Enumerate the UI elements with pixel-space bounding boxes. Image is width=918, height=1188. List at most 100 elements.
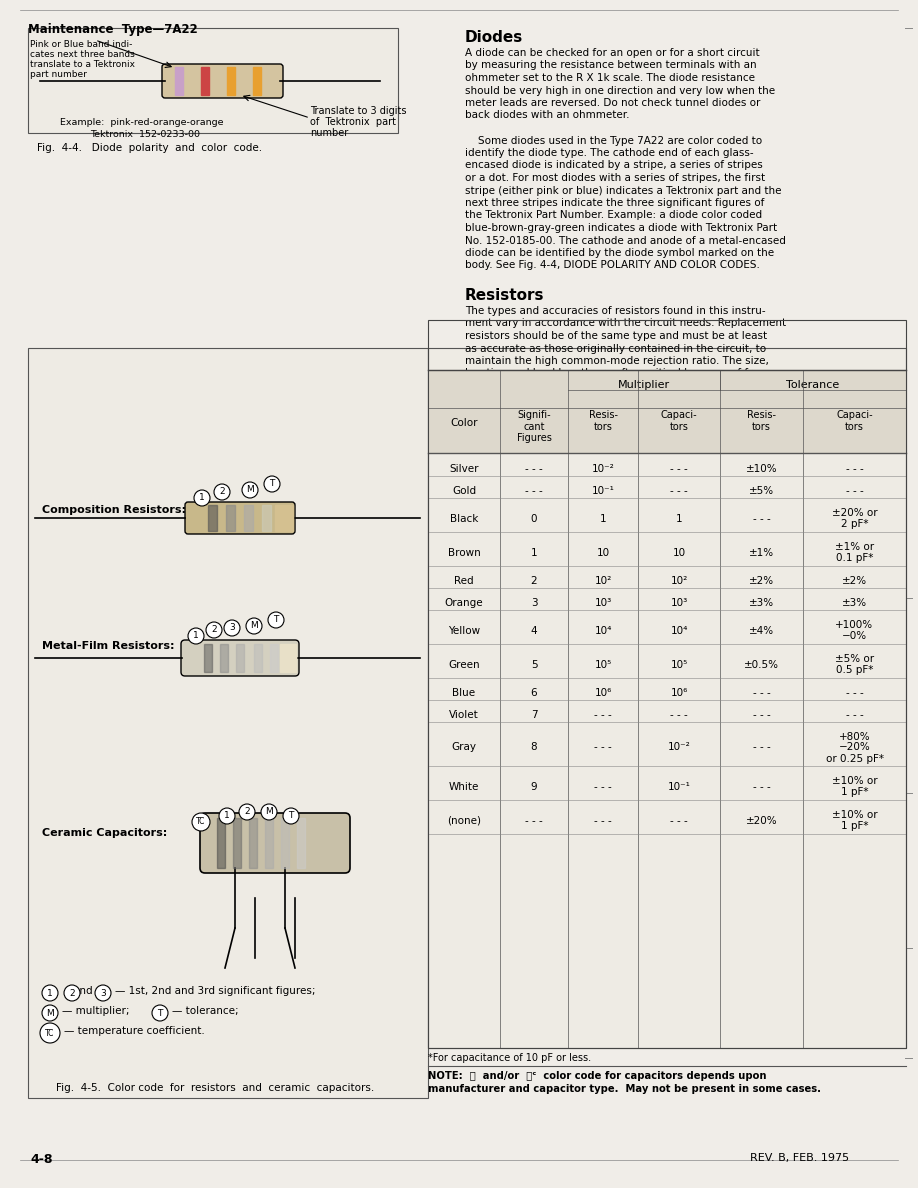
Circle shape (242, 482, 258, 498)
Text: Composition Resistors:: Composition Resistors: (42, 505, 186, 516)
Text: T: T (288, 811, 294, 821)
Text: 10²: 10² (594, 575, 611, 586)
Text: Capaci-
tors: Capaci- tors (836, 410, 873, 431)
Text: ±10% or: ±10% or (832, 810, 878, 820)
Circle shape (64, 985, 80, 1001)
Text: 6: 6 (531, 688, 537, 697)
Bar (265, 819, 273, 868)
Text: — tolerance;: — tolerance; (172, 1006, 239, 1016)
Text: or 0.25 pF*: or 0.25 pF* (825, 753, 883, 764)
Text: - - -: - - - (525, 815, 543, 826)
Text: 3: 3 (230, 624, 235, 632)
Circle shape (188, 628, 204, 644)
Text: Multiplier: Multiplier (618, 380, 670, 390)
Text: manufacturer and capacitor type.  May not be present in some cases.: manufacturer and capacitor type. May not… (428, 1083, 821, 1094)
Text: No. 152-0185-00. The cathode and anode of a metal-encased: No. 152-0185-00. The cathode and anode o… (465, 235, 786, 246)
Text: M: M (246, 486, 254, 494)
Text: ment vary in accordance with the circuit needs. Replacement: ment vary in accordance with the circuit… (465, 318, 786, 329)
Text: 1: 1 (676, 513, 682, 524)
FancyBboxPatch shape (200, 813, 350, 873)
Text: 10⁴: 10⁴ (594, 626, 611, 636)
FancyBboxPatch shape (28, 29, 398, 133)
Text: T: T (274, 615, 279, 625)
Text: encased diode is indicated by a stripe, a series of stripes: encased diode is indicated by a stripe, … (465, 160, 763, 171)
Text: - - -: - - - (670, 463, 688, 474)
Text: quency considerations.: quency considerations. (465, 381, 587, 391)
Text: 10³: 10³ (670, 598, 688, 607)
Text: and: and (73, 986, 93, 996)
Text: Red: Red (454, 575, 474, 586)
Text: −20%: −20% (839, 742, 870, 752)
Text: ±3%: ±3% (749, 598, 774, 607)
Text: ±4%: ±4% (749, 626, 774, 636)
Circle shape (264, 476, 280, 492)
Text: - - -: - - - (670, 815, 688, 826)
Text: - - -: - - - (753, 742, 770, 752)
Bar (217, 819, 225, 868)
Text: ±2%: ±2% (842, 575, 868, 586)
Text: ±3%: ±3% (842, 598, 868, 607)
Text: *For capacitance of 10 pF or less.: *For capacitance of 10 pF or less. (428, 1053, 591, 1063)
Text: 3: 3 (100, 988, 106, 998)
Text: ±1%: ±1% (749, 548, 774, 557)
Text: 2: 2 (69, 988, 74, 998)
Bar (226, 505, 235, 531)
Text: 10⁻¹: 10⁻¹ (591, 486, 614, 495)
Text: - - -: - - - (594, 742, 612, 752)
Bar (233, 819, 241, 868)
Text: — temperature coefficient.: — temperature coefficient. (64, 1026, 205, 1036)
Text: Green: Green (448, 659, 480, 670)
Text: 2: 2 (219, 487, 225, 497)
Text: resistors should be of the same type and must be at least: resistors should be of the same type and… (465, 331, 767, 341)
Text: - - -: - - - (753, 709, 770, 720)
Text: 0.1 pF*: 0.1 pF* (835, 552, 873, 563)
Text: translate to a Tektronix: translate to a Tektronix (30, 61, 135, 69)
Text: 9: 9 (531, 782, 537, 791)
Circle shape (42, 1005, 58, 1020)
Text: White: White (449, 782, 479, 791)
Text: - - -: - - - (594, 815, 612, 826)
Text: — 1st, 2nd and 3rd significant figures;: — 1st, 2nd and 3rd significant figures; (115, 986, 316, 996)
Circle shape (206, 623, 222, 638)
Text: ohmmeter set to the R X 1k scale. The diode resistance: ohmmeter set to the R X 1k scale. The di… (465, 72, 755, 83)
Bar (280, 644, 296, 672)
Text: 5: 5 (531, 659, 537, 670)
Text: 10⁻¹: 10⁻¹ (667, 782, 690, 791)
Circle shape (239, 804, 255, 820)
Text: Fig.  4-5.  Color code  for  resistors  and  ceramic  capacitors.: Fig. 4-5. Color code for resistors and c… (56, 1083, 375, 1093)
Text: 10²: 10² (670, 575, 688, 586)
Text: Diodes: Diodes (465, 30, 523, 45)
Circle shape (246, 618, 262, 634)
Text: Tektronix  152-0233-00: Tektronix 152-0233-00 (90, 129, 200, 139)
Text: 2: 2 (531, 575, 537, 586)
Text: ±0.5%: ±0.5% (744, 659, 779, 670)
Bar (208, 505, 217, 531)
Text: ±5% or: ±5% or (835, 655, 874, 664)
Text: Signifi-
cant
Figures: Signifi- cant Figures (517, 410, 552, 443)
Text: 10⁶: 10⁶ (670, 688, 688, 697)
Circle shape (152, 1005, 168, 1020)
Text: part number: part number (30, 70, 87, 78)
Bar (227, 67, 235, 95)
Text: TC: TC (196, 817, 206, 827)
Text: ±10%: ±10% (745, 463, 778, 474)
Text: 10⁻²: 10⁻² (667, 742, 690, 752)
Text: 0: 0 (531, 513, 537, 524)
Text: Some diodes used in the Type 7A22 are color coded to: Some diodes used in the Type 7A22 are co… (465, 135, 762, 145)
Text: Fig.  4-4.   Diode  polarity  and  color  code.: Fig. 4-4. Diode polarity and color code. (38, 143, 263, 153)
Text: 10³: 10³ (594, 598, 611, 607)
Text: 8: 8 (531, 742, 537, 752)
Bar (254, 644, 262, 672)
Text: - - -: - - - (670, 709, 688, 720)
Text: Silver: Silver (449, 463, 479, 474)
Text: - - -: - - - (753, 688, 770, 697)
Text: Metal-Film Resistors:: Metal-Film Resistors: (42, 642, 174, 651)
Text: M: M (265, 808, 273, 816)
Text: Capaci-
tors: Capaci- tors (661, 410, 698, 431)
Text: Resis-
tors: Resis- tors (588, 410, 618, 431)
Text: Resistor and Capacitor Color Code: Resistor and Capacitor Color Code (532, 369, 801, 384)
Text: 4: 4 (531, 626, 537, 636)
Text: stripe (either pink or blue) indicates a Tektronix part and the: stripe (either pink or blue) indicates a… (465, 185, 781, 196)
Text: +100%: +100% (835, 620, 874, 630)
Text: number: number (310, 128, 348, 138)
